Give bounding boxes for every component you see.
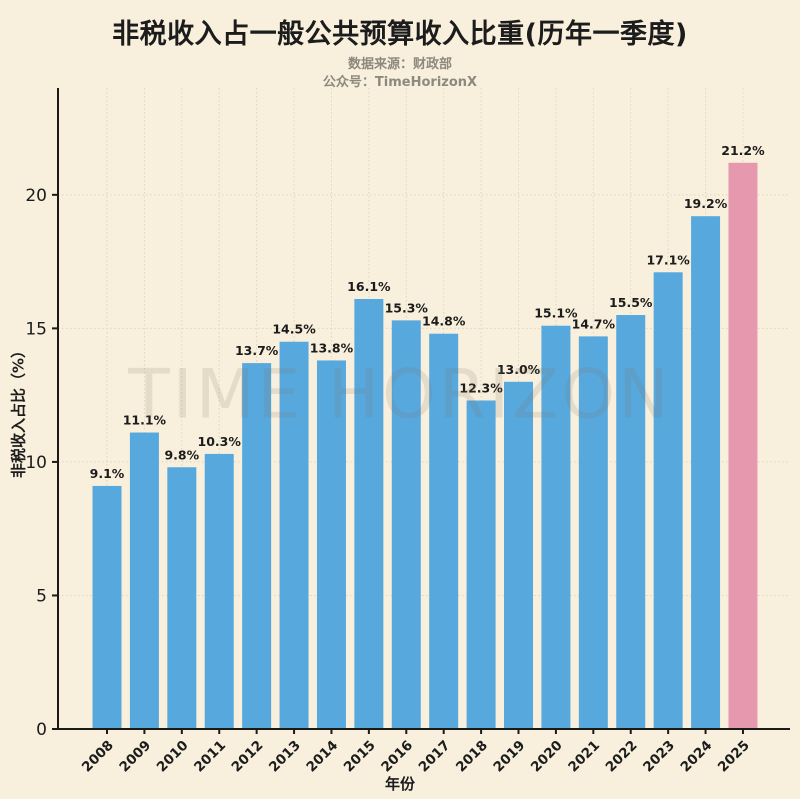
bar-2012 [242,363,272,729]
bar-value-label-2022: 15.5% [609,295,653,310]
bar-value-label-2014: 13.8% [310,340,354,355]
bar-2010 [167,467,197,729]
x-tick-label-2008: 2008 [79,738,117,776]
x-tick-label-2011: 2011 [191,738,229,776]
bar-2021 [578,336,608,729]
bar-value-label-2017: 14.8% [422,314,466,329]
bar-value-label-2008: 9.1% [90,466,125,481]
bar-value-label-2024: 19.2% [684,196,728,211]
bar-2013 [279,341,309,729]
bar-2009 [129,432,159,729]
bar-2025 [728,162,758,730]
y-tick-label: 15 [25,319,47,339]
y-tick-label: 20 [25,186,47,206]
bar-value-label-2010: 9.8% [164,447,199,462]
x-tick-label-2022: 2022 [603,738,641,776]
x-tick-label-2012: 2012 [229,738,267,776]
bar-value-label-2016: 15.3% [385,300,429,315]
y-tick-label: 5 [36,586,47,606]
chart-title: 非税收入占一般公共预算收入比重(历年一季度) [112,19,688,50]
chart-subtitle-data-source: 数据来源：财政部 [347,57,452,72]
bar-value-label-2019: 13.0% [497,362,541,377]
bar-2014 [316,360,346,729]
bar-2008 [92,485,122,729]
x-tick-label-2025: 2025 [715,738,753,776]
bar-value-label-2018: 12.3% [459,380,503,395]
bar-value-label-2025: 21.2% [721,143,765,158]
bar-2011 [204,453,234,729]
bar-value-label-2015: 16.1% [347,279,391,294]
bar-2016 [391,320,421,729]
x-tick-label-2013: 2013 [266,738,304,776]
x-tick-label-2015: 2015 [341,738,379,776]
bar-2018 [466,400,496,729]
x-tick-label-2016: 2016 [378,738,416,776]
bar-2015 [354,298,384,729]
x-axis-label: 年份 [384,775,415,793]
x-tick-label-2018: 2018 [453,738,491,776]
y-axis-label: 非税收入占比（%） [9,342,28,479]
bar-2022 [616,315,646,729]
x-tick-label-2021: 2021 [565,738,603,776]
bar-2023 [653,272,683,729]
x-tick-label-2023: 2023 [640,738,678,776]
bar-2017 [429,333,459,729]
y-tick-label: 0 [36,720,47,740]
x-tick-label-2014: 2014 [303,738,341,776]
bar-2019 [504,381,534,729]
bar-value-label-2021: 14.7% [572,316,616,331]
chart-subtitle-wechat-account: 公众号：TimeHorizonX [322,75,478,90]
bar-value-label-2020: 15.1% [534,306,578,321]
x-tick-label-2024: 2024 [678,738,716,776]
bar-value-label-2011: 10.3% [198,434,242,449]
x-tick-label-2017: 2017 [416,738,454,776]
x-tick-label-2020: 2020 [528,738,566,776]
x-tick-label-2010: 2010 [154,738,192,776]
y-tick-label: 10 [25,453,47,473]
bar-value-label-2012: 13.7% [235,343,279,358]
x-tick-label-2009: 2009 [116,738,154,776]
bar-value-label-2009: 11.1% [123,413,167,428]
bar-2020 [541,325,571,729]
bar-2024 [691,216,721,729]
x-tick-label-2019: 2019 [490,738,528,776]
bar-value-label-2013: 14.5% [272,322,316,337]
bar-value-label-2023: 17.1% [646,252,690,267]
